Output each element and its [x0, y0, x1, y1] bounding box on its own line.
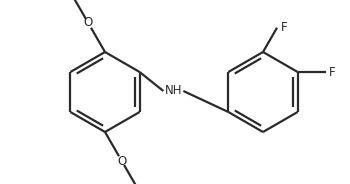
Text: F: F	[281, 21, 287, 34]
Text: NH: NH	[164, 84, 182, 98]
Text: F: F	[329, 66, 336, 79]
Text: O: O	[83, 16, 93, 29]
Text: O: O	[117, 155, 127, 168]
